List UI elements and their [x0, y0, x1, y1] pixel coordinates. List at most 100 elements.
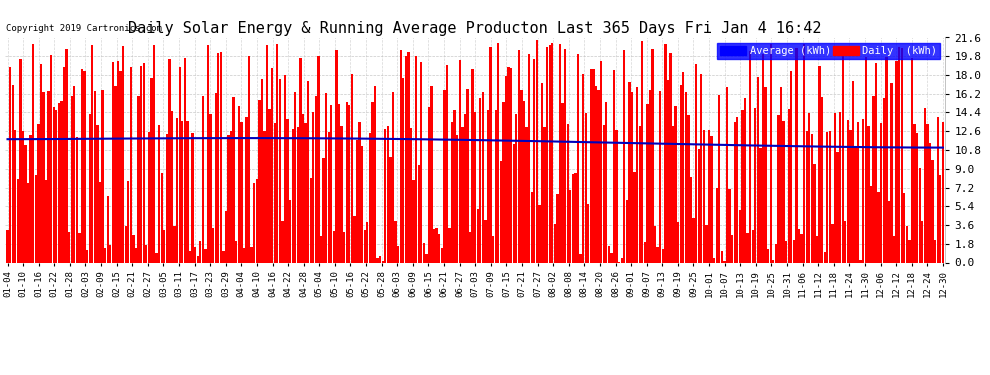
Bar	[623, 50, 626, 262]
Bar	[906, 226, 908, 262]
Bar	[603, 125, 605, 262]
Bar	[479, 98, 481, 262]
Bar	[885, 57, 887, 262]
Bar	[73, 86, 75, 262]
Bar	[932, 160, 934, 262]
Bar	[737, 117, 739, 262]
Bar	[27, 183, 30, 262]
Bar	[405, 56, 407, 262]
Bar	[22, 131, 24, 262]
Bar	[81, 69, 83, 262]
Bar	[687, 116, 690, 262]
Bar	[392, 92, 394, 262]
Bar	[55, 111, 57, 262]
Bar	[60, 101, 62, 262]
Bar	[510, 68, 513, 262]
Bar	[358, 122, 360, 262]
Bar	[38, 124, 40, 262]
Bar	[9, 67, 11, 262]
Bar	[315, 96, 317, 262]
Bar	[574, 173, 576, 262]
Bar	[222, 251, 225, 262]
Bar	[230, 130, 233, 262]
Bar	[438, 234, 441, 262]
Bar	[566, 124, 569, 262]
Bar	[829, 131, 831, 262]
Bar	[155, 253, 157, 262]
Bar	[870, 186, 872, 262]
Bar	[65, 49, 67, 262]
Bar	[461, 127, 463, 262]
Bar	[539, 205, 541, 262]
Bar	[173, 226, 175, 262]
Bar	[864, 57, 867, 262]
Bar	[299, 57, 302, 262]
Bar	[433, 230, 436, 262]
Bar	[908, 240, 911, 262]
Bar	[225, 211, 227, 262]
Bar	[548, 45, 550, 262]
Bar	[268, 110, 271, 262]
Bar	[209, 114, 212, 262]
Bar	[754, 108, 756, 262]
Bar	[328, 132, 330, 262]
Bar	[800, 234, 803, 262]
Bar	[101, 90, 104, 262]
Bar	[423, 243, 425, 262]
Bar	[629, 82, 631, 262]
Bar	[238, 106, 240, 262]
Bar	[772, 260, 774, 262]
Bar	[228, 135, 230, 262]
Bar	[469, 232, 471, 262]
Bar	[379, 256, 381, 262]
Bar	[749, 51, 751, 262]
Bar	[798, 229, 800, 262]
Bar	[184, 58, 186, 262]
Bar	[553, 224, 556, 262]
Bar	[551, 44, 553, 262]
Bar	[708, 130, 710, 262]
Bar	[235, 241, 238, 262]
Bar	[233, 96, 235, 262]
Bar	[729, 189, 731, 262]
Bar	[546, 47, 548, 262]
Bar	[690, 177, 692, 262]
Bar	[813, 165, 816, 262]
Bar	[117, 61, 119, 262]
Bar	[582, 74, 584, 262]
Bar	[348, 105, 350, 262]
Bar	[125, 226, 127, 262]
Bar	[726, 87, 729, 262]
Bar	[158, 124, 160, 262]
Bar	[597, 90, 600, 262]
Bar	[94, 91, 96, 262]
Bar	[651, 49, 653, 262]
Bar	[289, 200, 291, 262]
Bar	[523, 100, 525, 262]
Bar	[263, 132, 265, 262]
Bar	[122, 45, 125, 262]
Bar	[138, 96, 140, 262]
Bar	[70, 96, 73, 262]
Bar	[276, 44, 278, 262]
Bar	[333, 231, 335, 262]
Bar	[880, 123, 882, 262]
Bar	[636, 87, 639, 262]
Bar	[57, 103, 60, 262]
Bar	[644, 242, 645, 262]
Bar	[374, 86, 376, 262]
Bar	[505, 76, 507, 262]
Bar	[937, 117, 939, 262]
Bar	[389, 157, 392, 262]
Bar	[934, 240, 937, 262]
Bar	[672, 126, 674, 262]
Bar	[271, 68, 273, 262]
Bar	[929, 143, 932, 262]
Bar	[127, 181, 130, 262]
Bar	[819, 66, 821, 262]
Bar	[88, 114, 91, 262]
Bar	[181, 121, 183, 262]
Bar	[826, 132, 829, 262]
Bar	[165, 134, 168, 262]
Bar	[387, 126, 389, 262]
